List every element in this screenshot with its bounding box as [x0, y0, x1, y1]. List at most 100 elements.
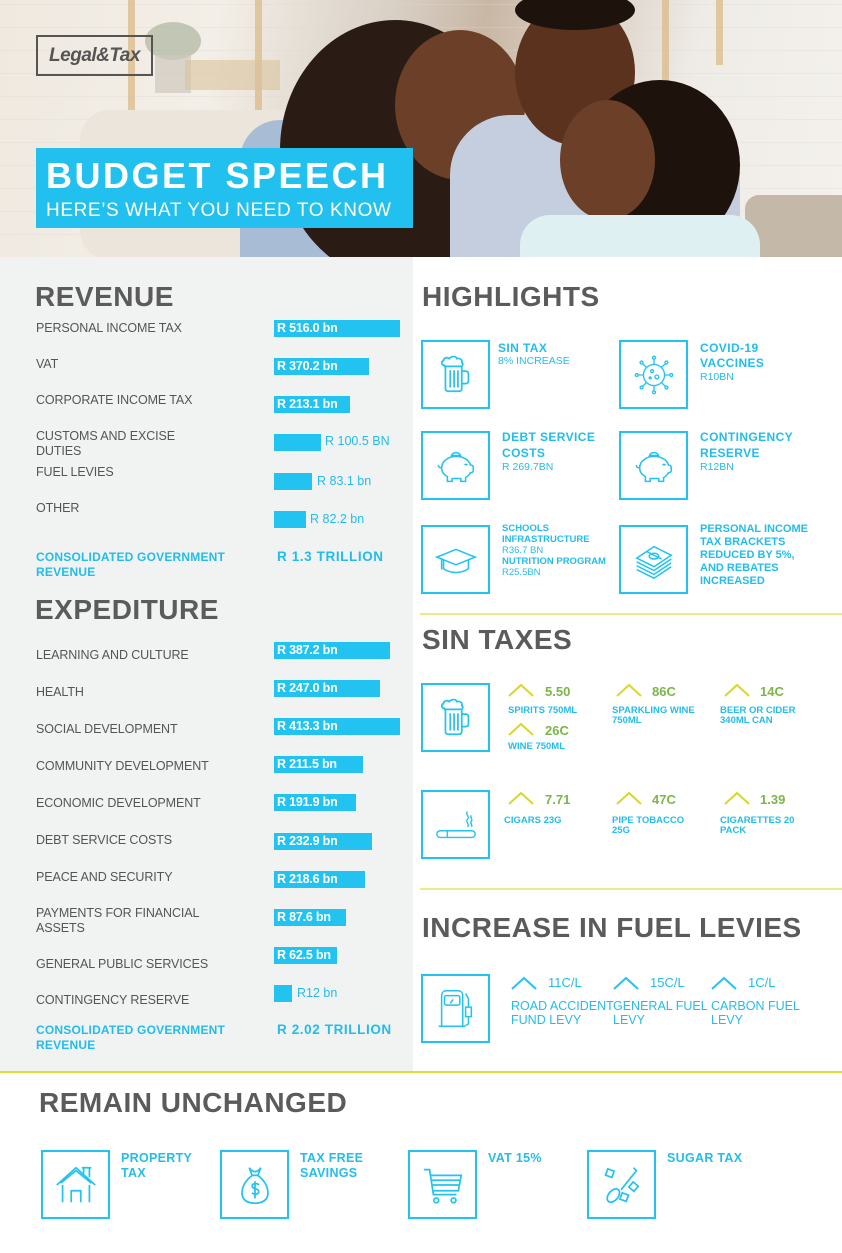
hero-shelf-post — [128, 0, 135, 120]
bar-value: R 191.9 bn — [277, 795, 338, 809]
fuel-value: 1C/L — [748, 975, 776, 990]
logo: Legal&Tax — [36, 35, 153, 76]
hero-sofa — [745, 195, 842, 257]
sin-label: CIGARS 23G — [504, 815, 562, 826]
sin-label: 750ML — [612, 715, 642, 726]
house-icon — [55, 1166, 96, 1202]
highlight-title: VACCINES — [700, 356, 765, 370]
bar-value: R 218.6 bn — [277, 872, 338, 886]
increase-arrow-icon — [616, 683, 642, 697]
section-divider — [0, 1071, 842, 1073]
increase-arrow-icon — [616, 791, 642, 805]
expenditure-bar: R 218.6 bn — [274, 871, 365, 888]
highlight-sub: R25.5BN — [502, 567, 541, 578]
expenditure-label: CONTINGENCY RESERVE — [36, 993, 190, 1007]
unchanged-label: TAX — [121, 1166, 146, 1180]
hero-shelf-post — [716, 0, 723, 65]
revenue-bar — [274, 473, 312, 490]
hero-person — [520, 215, 760, 257]
fuel-label: GENERAL FUEL — [613, 999, 708, 1013]
fuel-value: 15C/L — [650, 975, 685, 990]
cigarette-icon — [435, 810, 476, 838]
piggy-bank-icon — [437, 451, 474, 482]
expenditure-label: PAYMENTS FOR FINANCIAL ASSETS — [36, 906, 199, 935]
unchanged-icon-box — [408, 1150, 477, 1219]
revenue-bar: R 516.0 bn — [274, 320, 400, 337]
expenditure-title: EXPEDITURE — [35, 594, 219, 625]
sin-label: SPARKLING WINE — [612, 705, 695, 716]
expenditure-bar: R 413.3 bn — [274, 718, 400, 735]
hero-shelf-post — [662, 0, 669, 85]
unchanged-label: SAVINGS — [300, 1166, 358, 1180]
highlight-title: DEBT SERVICE — [502, 430, 596, 444]
highlight-icon-box — [619, 340, 688, 409]
revenue-label: VAT — [36, 357, 59, 371]
expenditure-bar: R 191.9 bn — [274, 794, 356, 811]
expenditure-bar — [274, 985, 292, 1002]
expenditure-bar: R 387.2 bn — [274, 642, 390, 659]
sin-value: 1.39 — [760, 792, 786, 807]
increase-arrow-icon — [511, 976, 537, 990]
bar-value: R 83.1 bn — [317, 474, 372, 488]
highlight-icon-box — [619, 525, 688, 594]
increase-arrow-icon — [724, 791, 750, 805]
revenue-bar: R 370.2 bn — [274, 358, 369, 375]
page-subtitle: HERE’S WHAT YOU NEED TO KNOW — [46, 200, 392, 221]
expenditure-bar: R 87.6 bn — [274, 909, 346, 926]
bar-value: R 516.0 bn — [277, 321, 338, 335]
expenditure-label: ECONOMIC DEVELOPMENT — [36, 796, 201, 810]
hero-photo: Legal&Tax BUDGET SPEECH HERE’S WHAT YOU … — [0, 0, 842, 257]
sin-value: 86C — [652, 684, 676, 699]
revenue-bar: R 213.1 bn — [274, 396, 350, 413]
highlight-sub: R10BN — [700, 371, 734, 383]
hero-basket — [185, 60, 280, 90]
expenditure-label: DEBT SERVICE COSTS — [36, 833, 172, 847]
page-title: BUDGET SPEECH — [46, 155, 389, 196]
fuel-icon-box — [421, 974, 490, 1043]
fuel-label: LEVY — [711, 1013, 743, 1027]
expenditure-label: GENERAL PUBLIC SERVICES — [36, 957, 209, 971]
highlights-title: HIGHLIGHTS — [422, 281, 600, 312]
revenue-bar — [274, 511, 306, 528]
revenue-label: OTHER — [36, 501, 80, 515]
highlight-title: SCHOOLS — [502, 523, 549, 534]
beer-mug-icon — [440, 355, 469, 392]
unchanged-label: PROPERTY — [121, 1151, 193, 1165]
highlight-icon-box — [619, 431, 688, 500]
expenditure-bar: R 232.9 bn — [274, 833, 372, 850]
expenditure-label: HEALTH — [36, 685, 84, 699]
sin-icon-box — [421, 790, 490, 859]
fuel-label: FUND LEVY — [511, 1013, 582, 1027]
expenditure-label: PEACE AND SECURITY — [36, 870, 173, 884]
revenue-label: PERSONAL INCOME TAX — [36, 321, 182, 335]
expenditure-label: LEARNING AND CULTURE — [36, 648, 189, 662]
sin-value: 47C — [652, 792, 676, 807]
bar-value: R 232.9 bn — [277, 834, 338, 848]
increase-arrow-icon — [613, 976, 639, 990]
highlight-sub: R36.7 BN — [502, 545, 544, 556]
increase-arrow-icon — [711, 976, 737, 990]
increase-arrow-icon — [508, 683, 534, 697]
title-banner: BUDGET SPEECH HERE’S WHAT YOU NEED TO KN… — [36, 148, 413, 228]
fuel-value: 11C/L — [548, 975, 582, 990]
graduation-cap-icon — [434, 548, 477, 573]
sin-label: 25G — [612, 825, 630, 836]
sin-value: 26C — [545, 723, 569, 738]
fuel-label: ROAD ACCIDENT — [511, 999, 614, 1013]
unchanged-label: VAT 15% — [488, 1151, 542, 1165]
money-bag-icon — [240, 1166, 269, 1204]
sin-label: BEER OR CIDER — [720, 705, 796, 716]
bar-value: R 62.5 bn — [277, 948, 331, 962]
revenue-total-value: R 1.3 TRILLION — [277, 549, 384, 564]
highlight-line: TAX BRACKETS — [700, 536, 786, 548]
bar-value: R 370.2 bn — [277, 359, 338, 373]
highlight-icon-box — [421, 525, 490, 594]
highlight-line: REDUCED BY 5%, — [700, 549, 795, 561]
expenditure-bar: R 247.0 bn — [274, 680, 380, 697]
sin-label: WINE 750ML — [508, 741, 566, 752]
bar-value: R 100.5 BN — [325, 434, 390, 448]
bar-value: R 413.3 bn — [277, 719, 338, 733]
revenue-label: FUEL LEVIES — [36, 465, 114, 479]
hero-plant — [145, 22, 201, 60]
fuel-label: CARBON FUEL — [711, 999, 800, 1013]
